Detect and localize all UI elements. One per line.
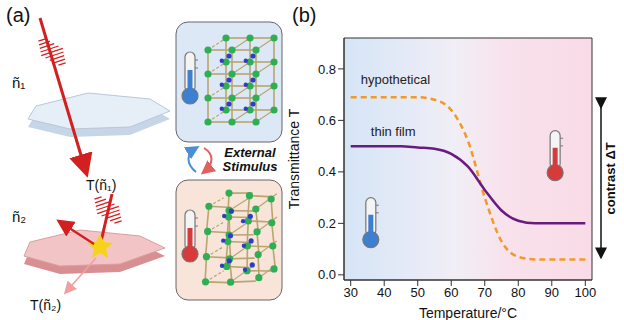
- svg-text:contrast ΔT: contrast ΔT: [603, 142, 618, 214]
- svg-text:70: 70: [478, 285, 492, 300]
- svg-text:T(ñ₂): T(ñ₂): [30, 297, 61, 313]
- svg-text:ñ₁: ñ₁: [12, 74, 25, 91]
- svg-text:30: 30: [343, 285, 357, 300]
- svg-text:0.2: 0.2: [318, 216, 336, 231]
- svg-text:(a): (a): [6, 4, 30, 26]
- svg-text:100: 100: [574, 285, 596, 300]
- svg-text:50: 50: [410, 285, 424, 300]
- svg-text:0.6: 0.6: [318, 113, 336, 128]
- svg-text:hypothetical: hypothetical: [361, 72, 430, 87]
- svg-text:40: 40: [377, 285, 391, 300]
- svg-text:60: 60: [444, 285, 458, 300]
- svg-text:(b): (b): [292, 4, 316, 26]
- svg-text:0.0: 0.0: [318, 267, 336, 282]
- svg-text:ñ₂: ñ₂: [12, 208, 26, 225]
- svg-text:ExternalStimulus: ExternalStimulus: [223, 145, 278, 174]
- svg-text:T(ñ₁): T(ñ₁): [86, 177, 116, 193]
- svg-text:90: 90: [545, 285, 559, 300]
- svg-text:Transmittance T: Transmittance T: [286, 108, 302, 209]
- svg-text:0.4: 0.4: [318, 164, 336, 179]
- svg-text:80: 80: [511, 285, 525, 300]
- svg-text:Temperature/°C: Temperature/°C: [419, 305, 517, 320]
- svg-text:thin film: thin film: [371, 124, 416, 139]
- svg-text:0.8: 0.8: [318, 62, 336, 77]
